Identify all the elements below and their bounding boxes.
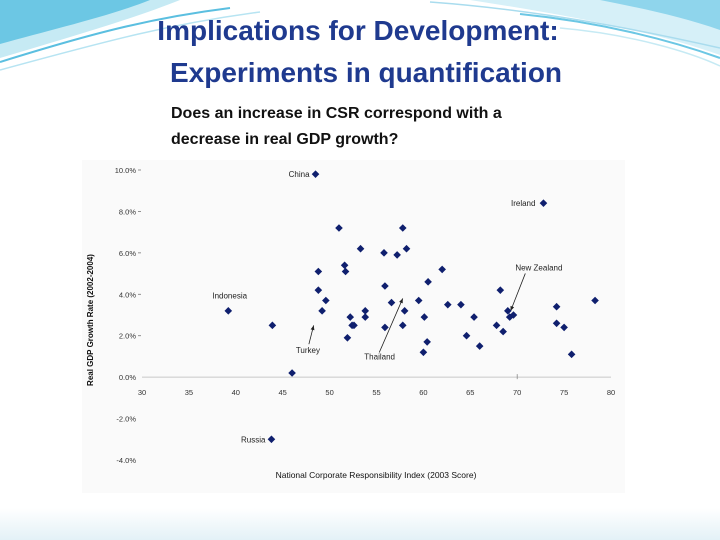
x-tick-label: 70 [513,388,521,397]
scatter-point [288,369,296,377]
y-tick-label: 4.0% [119,290,136,299]
x-tick-label: 45 [279,388,287,397]
scatter-point [398,321,407,330]
annotation-arrows [308,273,526,353]
footer-band [0,508,720,540]
scatter-point [400,307,409,315]
scatter-point [311,170,320,178]
scatter-point [438,265,446,274]
slide-title-line2: Experiments in quantification [169,57,563,88]
scatter-point [361,307,370,315]
scatter-point [350,321,358,330]
scatter-point [393,251,401,259]
scatter-point [381,282,389,290]
scatter-point [414,296,423,305]
scatter-point [387,298,396,307]
annotation-label: New Zealand [515,263,562,272]
scatter-point [509,311,518,319]
annotation-label: Indonesia [212,291,247,300]
scatter-point [504,307,512,315]
scatter-point [499,327,507,336]
y-tick-label: 8.0% [119,207,136,216]
x-tick-label: 50 [325,388,333,397]
x-tick-label: 80 [607,388,615,397]
scatter-point [224,307,233,315]
annotation-labels: China Ireland Indonesia Russia Turkey Thailan… [212,170,562,444]
annotation-arrow [510,273,526,312]
scatter-point [567,350,576,359]
scatter-point [346,313,355,321]
scatter-point [496,286,505,294]
scatter-point [398,224,407,232]
scatter-point [552,302,561,311]
scatter-point [419,348,428,357]
x-tick-labels: 30 35 40 45 50 55 60 65 70 75 80 [138,388,615,397]
scatter-point [420,313,429,321]
scatter-point [318,307,326,315]
slide-title-line1: Implications for Development: [157,15,559,46]
x-tick-label: 35 [185,388,193,397]
scatter-point [475,342,484,350]
x-tick-label: 60 [419,388,427,397]
x-tick-label: 65 [466,388,474,397]
annotation-label: Russia [241,435,266,444]
scatter-point [423,338,431,346]
annotation-label: China [289,170,310,179]
scatter-point [322,296,330,305]
scatter-point [341,267,350,276]
x-tick-label: 75 [560,388,568,397]
scatter-point [268,321,277,330]
x-tick-label: 55 [372,388,380,397]
annotation-arrowhead [399,298,403,304]
slide-subtitle: Does an increase in CSR correspond with … [171,101,502,153]
y-tick-label: 2.0% [119,332,136,341]
scatter-point [335,224,343,232]
data-points [224,170,599,444]
y-tick-label: -2.0% [116,415,136,424]
scatter-point [314,267,323,276]
scatter-point [340,261,349,270]
scatter-point [552,319,561,328]
scatter-point [591,296,599,305]
annotation-arrowhead [510,305,515,311]
subtitle-line1: Does an increase in CSR correspond with … [171,105,502,122]
y-tick-label: 10.0% [115,166,137,175]
annotation-label: Thailand [364,352,395,361]
annotation-arrow [378,298,404,353]
scatter-point [462,331,471,340]
y-tick-label: 0.0% [119,373,136,382]
scatter-point [402,244,411,253]
scatter-point [539,199,548,207]
scatter-point [424,278,432,286]
scatter-point [267,435,276,444]
scatter-point [492,321,501,330]
y-axis-title: Real GDP Growth Rate (2002-2004) [86,254,95,386]
scatter-point [314,286,323,294]
x-axis-title: National Corporate Responsibility Index … [276,470,477,480]
top-wave-decoration [0,0,720,71]
scatter-point [443,300,452,309]
scatter-point [381,323,389,332]
y-tick-label: 6.0% [119,249,136,258]
y-tick-label: -4.0% [116,456,136,465]
scatter-point [343,333,352,342]
annotation-label: Turkey [296,346,320,355]
scatter-point [380,249,388,257]
x-tick-label: 40 [232,388,240,397]
subtitle-line2: decrease in real GDP growth? [171,131,399,148]
scatter-point [356,244,365,253]
scatter-point [361,313,370,321]
x-tick-label: 30 [138,388,146,397]
annotation-label: Ireland [511,199,535,208]
scatter-point [457,300,465,309]
scatter-point [470,313,478,321]
scatter-point [560,323,568,332]
y-tick-labels: 10.0% 8.0% 6.0% 4.0% 2.0% 0.0% -2.0% -4.0% [115,166,141,465]
annotation-arrowhead [310,325,315,331]
